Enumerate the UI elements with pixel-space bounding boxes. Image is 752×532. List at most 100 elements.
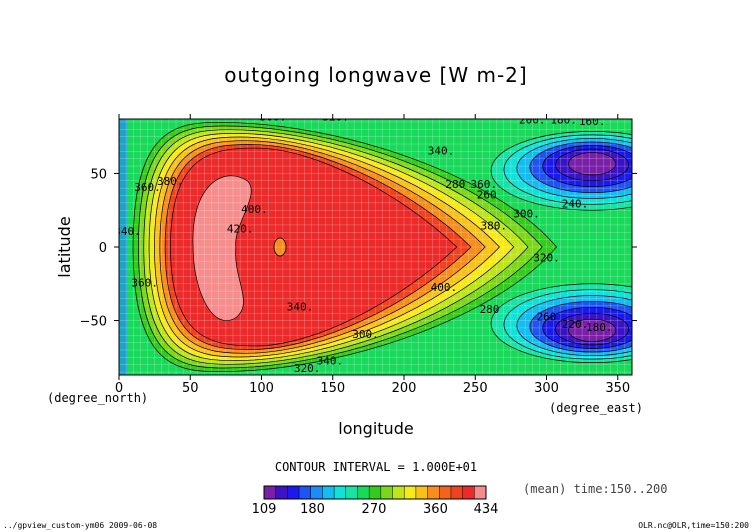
contour-label: 340. xyxy=(287,300,314,313)
plot-area: 300. 320. 200. 180. 160.340.360.380.400.420.… xyxy=(114,110,632,375)
colorbar-frame xyxy=(263,485,487,500)
contour-label: 220. xyxy=(562,318,589,331)
contour-line xyxy=(148,132,515,362)
cold-lobe-band xyxy=(568,152,616,175)
contour-line xyxy=(164,144,472,350)
contour-line xyxy=(143,129,529,365)
contour-label: 280 xyxy=(480,303,500,316)
contour-line xyxy=(568,318,617,342)
contour-label: 200. xyxy=(519,113,546,126)
contour-line xyxy=(503,134,632,205)
x-tick-label: 0 xyxy=(115,381,123,396)
colorbar-tick-label: 270 xyxy=(362,502,387,517)
colorbar-swatch xyxy=(287,486,300,499)
contour-label: 400. xyxy=(431,281,458,294)
colorbar-swatch xyxy=(450,486,464,499)
cold-lobe-band xyxy=(568,319,616,342)
footer-left: ../gpview_custom-ym06 2009-06-08 xyxy=(3,521,157,530)
contour-line xyxy=(555,148,629,182)
x-tick-label: 350 xyxy=(605,381,630,396)
colorbar-swatch xyxy=(369,486,382,499)
contour-line xyxy=(503,289,632,360)
y-tick-label: −50 xyxy=(80,315,107,330)
colorbar-swatch xyxy=(345,486,358,499)
contour-label: 340. xyxy=(317,355,344,368)
x-tick-label: 250 xyxy=(463,381,488,396)
contour-label: 420. xyxy=(227,222,254,235)
contour-label: 320. xyxy=(533,252,560,265)
contour-label: 180. xyxy=(550,113,577,126)
y-tick-label: 50 xyxy=(90,167,107,182)
contour-label: 260 xyxy=(477,188,497,201)
contour-label: 360. xyxy=(131,277,158,290)
colorbar-swatch xyxy=(299,486,312,499)
contour-label: 340. xyxy=(428,144,455,157)
contour-label: 340. xyxy=(114,225,141,238)
y-axis-label: latitude xyxy=(55,216,74,277)
contour-line xyxy=(132,121,557,373)
contour-label: 320. xyxy=(294,362,321,375)
contour-label: 240. xyxy=(562,197,589,210)
colorbar-swatch xyxy=(264,486,277,499)
contour-line xyxy=(138,125,543,369)
contour-label: 380. xyxy=(481,219,508,232)
contour-label: 360. xyxy=(471,178,498,191)
contour-line xyxy=(542,306,632,349)
x-tick-label: 200 xyxy=(392,381,417,396)
x-tick-label: 100 xyxy=(249,381,274,396)
contour-label: 180. xyxy=(586,321,613,334)
x-tick-label: 300 xyxy=(534,381,559,396)
contour-line xyxy=(516,138,632,199)
contour-line xyxy=(568,152,617,176)
colorbar: 109 180 270 360 434 xyxy=(252,485,499,517)
x-axis-unit: (degree_east) xyxy=(549,401,643,415)
contour-line xyxy=(555,312,629,346)
contour-label: 300. xyxy=(260,110,287,123)
contour-line xyxy=(170,147,458,347)
contour-line xyxy=(490,131,632,211)
contour-label: 300. xyxy=(513,208,540,221)
contour-line xyxy=(516,295,632,356)
colorbar-tick-label: 360 xyxy=(423,502,448,517)
footer-right: OLR.nc@OLR,time=150:200 xyxy=(638,521,749,530)
contour-label: 380. xyxy=(157,175,184,188)
chart-title: outgoing longwave [W m-2] xyxy=(224,63,527,87)
colorbar-tick-label: 180 xyxy=(300,502,325,517)
x-axis-label: longitude xyxy=(338,419,413,438)
y-tick-label: 0 xyxy=(99,241,107,256)
colorbar-swatch xyxy=(439,486,452,499)
contour-line xyxy=(529,141,632,193)
colorbar-swatch xyxy=(427,486,440,499)
contour-label: 400. xyxy=(241,203,268,216)
colorbar-swatch xyxy=(275,486,288,499)
contour-line xyxy=(159,140,486,354)
colorbar-swatch xyxy=(404,486,417,499)
contour-line xyxy=(490,283,632,363)
x-tick-label: 150 xyxy=(320,381,345,396)
contour-line xyxy=(529,301,632,353)
contour-label: 300. xyxy=(352,328,379,341)
warm-maximum-fill xyxy=(192,175,252,321)
colorbar-swatch xyxy=(474,486,487,499)
colorbar-swatch xyxy=(334,486,347,499)
colorbar-swatch xyxy=(380,486,393,499)
colorbar-tick-label: 434 xyxy=(474,502,499,517)
contour-label: 160. xyxy=(579,115,606,128)
contour-label: 260 xyxy=(537,311,557,324)
colorbar-swatch xyxy=(357,486,370,499)
contour-label: 360. xyxy=(134,181,161,194)
contour-line xyxy=(273,237,287,257)
x-tick-label: 50 xyxy=(182,381,199,396)
contour-interval-text: CONTOUR INTERVAL = 1.000E+01 xyxy=(275,460,477,474)
y-axis-unit: (degree_north) xyxy=(47,391,148,405)
colorbar-swatch xyxy=(322,486,335,499)
colorbar-swatch xyxy=(310,486,323,499)
time-note: (mean) time:150..200 xyxy=(523,482,668,496)
contour-line xyxy=(154,136,500,358)
contour-label: 280 xyxy=(445,178,465,191)
contour-line xyxy=(542,145,632,188)
colorbar-swatch xyxy=(392,486,405,499)
colorbar-swatch xyxy=(415,486,428,499)
contour-label: 320. xyxy=(322,110,349,123)
